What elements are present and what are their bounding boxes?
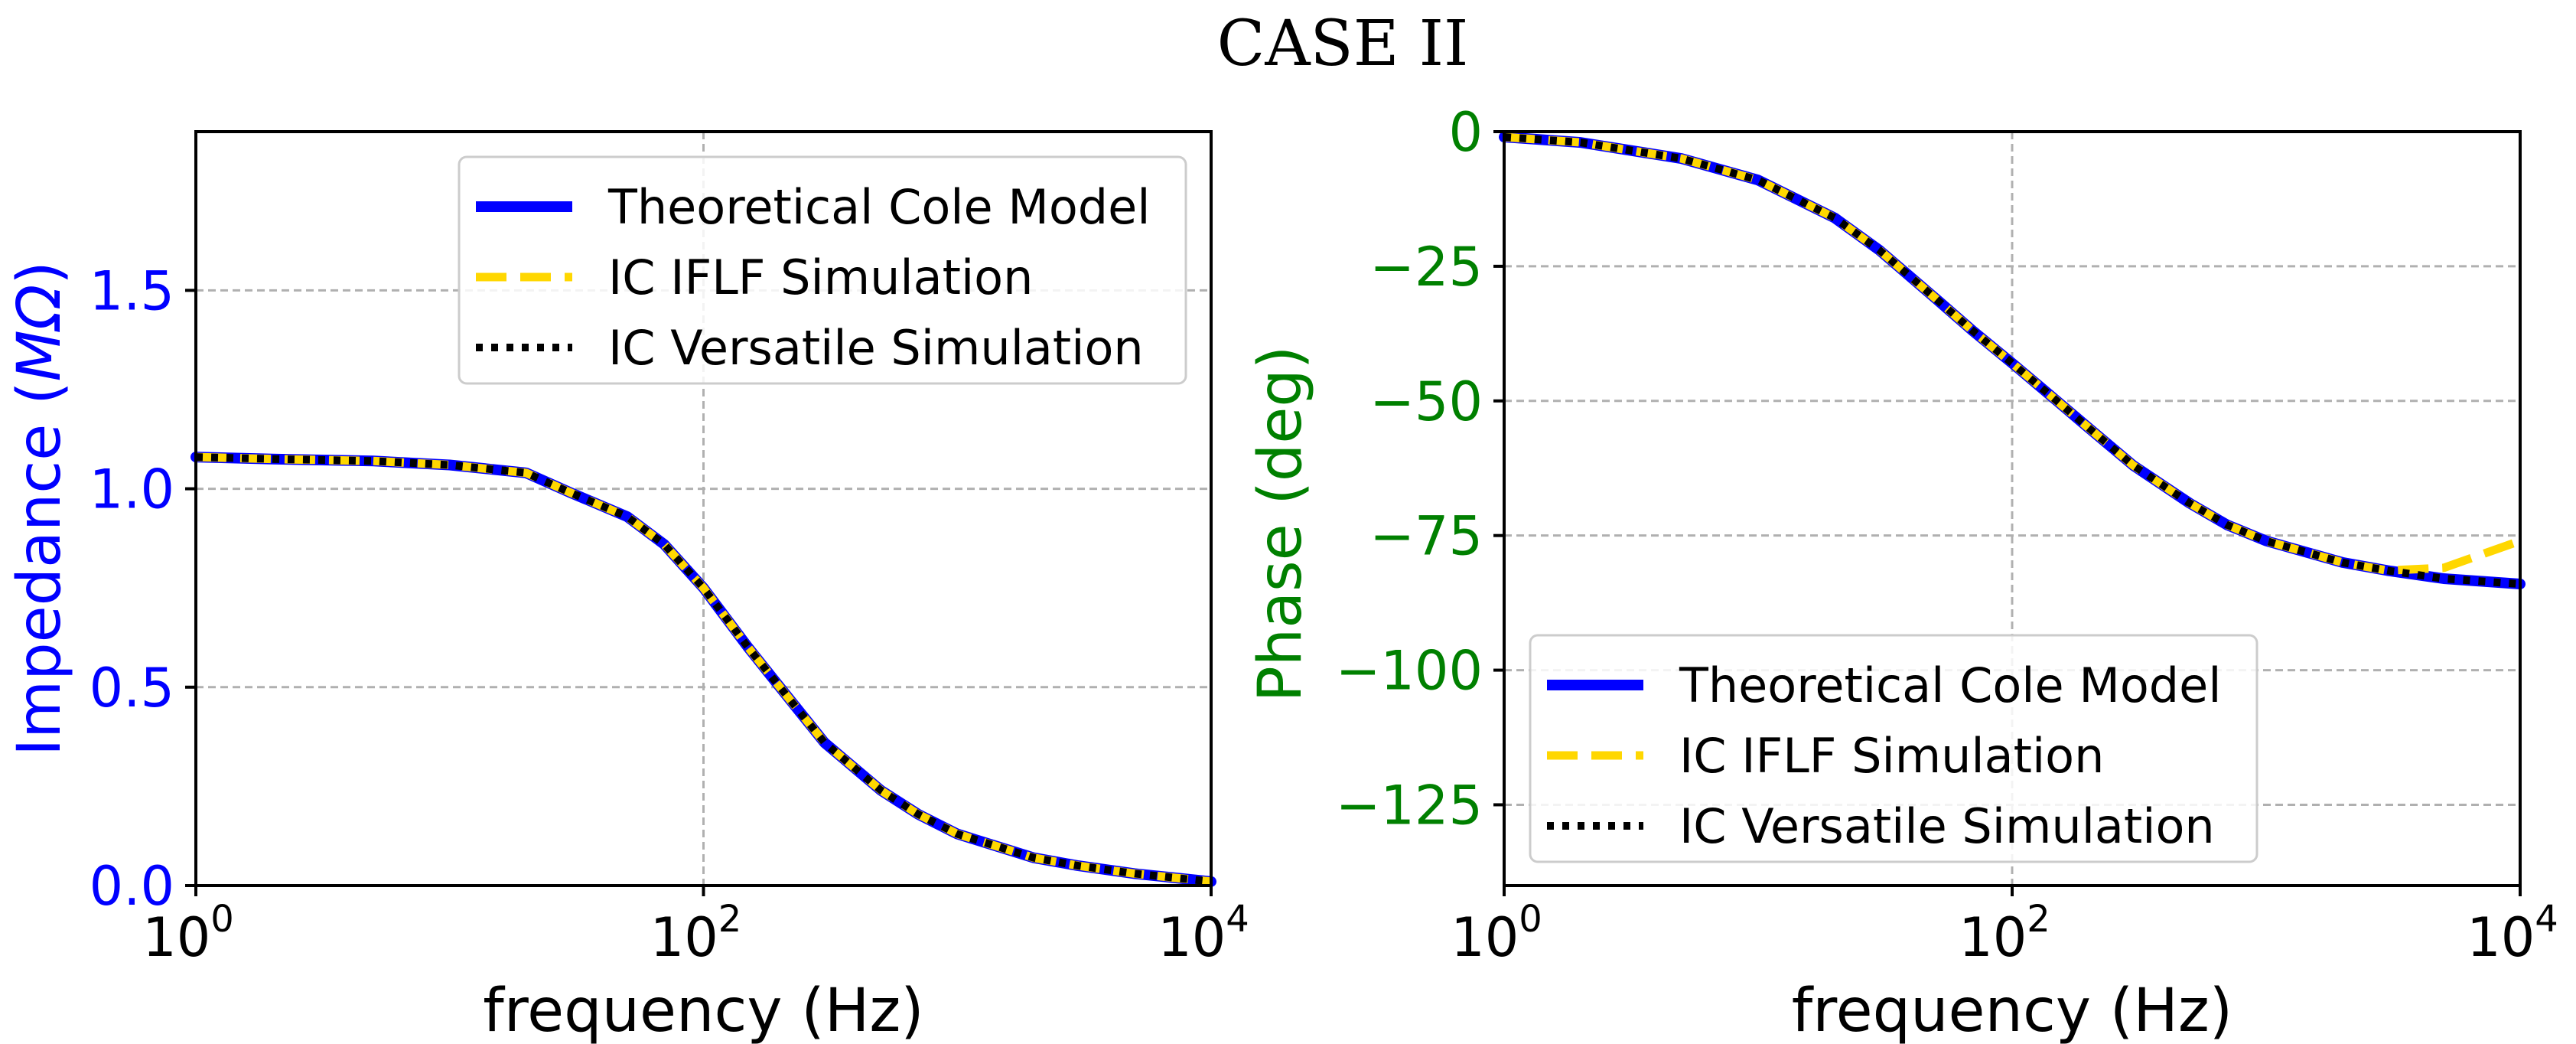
y-tick-label: −25 bbox=[1369, 236, 1483, 299]
y-axis-label: Phase (deg) bbox=[1246, 346, 1315, 703]
y-axis-label-part: ) bbox=[5, 261, 74, 284]
x-tick-label: 104 bbox=[1158, 898, 1249, 969]
y-tick-label: −50 bbox=[1369, 370, 1483, 433]
y-tick-label: −125 bbox=[1336, 774, 1483, 837]
legend-label: IC IFLF Simulation bbox=[1679, 728, 2104, 784]
x-tick-label-base: 10 bbox=[2467, 906, 2535, 969]
y-tick-label: 0.5 bbox=[90, 657, 174, 719]
y-tick-label: −75 bbox=[1369, 505, 1483, 568]
y-axis-label-part: Impedance ( bbox=[5, 382, 74, 756]
x-tick-label: 100 bbox=[1451, 898, 1542, 969]
y-axis-label-part: MΩ bbox=[5, 285, 74, 382]
x-tick-label-base: 10 bbox=[650, 906, 718, 969]
legend-label: Theoretical Cole Model bbox=[607, 179, 1151, 235]
legend-label: Theoretical Cole Model bbox=[1679, 657, 2222, 713]
x-tick-label: 102 bbox=[650, 898, 742, 969]
series-line-ic-versatile-simulation bbox=[195, 453, 1212, 886]
x-tick-label-exponent: 2 bbox=[2027, 898, 2050, 941]
legend: Theoretical Cole Model IC IFLF Simulation… bbox=[458, 155, 1187, 385]
y-tick-label: −100 bbox=[1336, 640, 1483, 703]
series-line-ic-versatile-simulation bbox=[1503, 133, 2521, 588]
x-tick-label-exponent: 4 bbox=[1226, 898, 1249, 941]
y-tick-label: 0 bbox=[1448, 101, 1483, 164]
y-axis-label: Impedance (MΩ) bbox=[5, 261, 74, 756]
legend-label: IC Versatile Simulation bbox=[608, 320, 1144, 376]
x-tick-label-exponent: 4 bbox=[2535, 898, 2558, 941]
x-axis-label: frequency (Hz) bbox=[1792, 977, 2232, 1044]
x-tick-label-base: 10 bbox=[1451, 906, 1519, 969]
legend: Theoretical Cole Model IC IFLF Simulation… bbox=[1529, 634, 2258, 863]
x-axis-label: frequency (Hz) bbox=[483, 977, 923, 1044]
y-tick-label: 1.5 bbox=[90, 259, 174, 322]
x-tick-label-exponent: 0 bbox=[1519, 898, 1542, 941]
x-tick-label: 104 bbox=[2467, 898, 2558, 969]
y-tick-label: 1.0 bbox=[90, 458, 174, 521]
legend-frame bbox=[458, 155, 1187, 385]
legend-label: IC Versatile Simulation bbox=[1679, 798, 2215, 854]
x-tick-label-base: 10 bbox=[1959, 906, 2027, 969]
x-tick-label-exponent: 2 bbox=[718, 898, 742, 941]
x-tick-label-base: 10 bbox=[1158, 906, 1226, 969]
x-tick-label: 102 bbox=[1959, 898, 2050, 969]
figure-title: CASE II bbox=[1217, 8, 1469, 80]
x-tick-label-base: 10 bbox=[142, 906, 210, 969]
x-tick-label: 100 bbox=[142, 898, 234, 969]
legend-label: IC IFLF Simulation bbox=[608, 250, 1033, 305]
y-tick-label: 0.0 bbox=[90, 855, 174, 918]
legend-frame bbox=[1529, 634, 2258, 863]
x-tick-label-exponent: 0 bbox=[210, 898, 234, 941]
